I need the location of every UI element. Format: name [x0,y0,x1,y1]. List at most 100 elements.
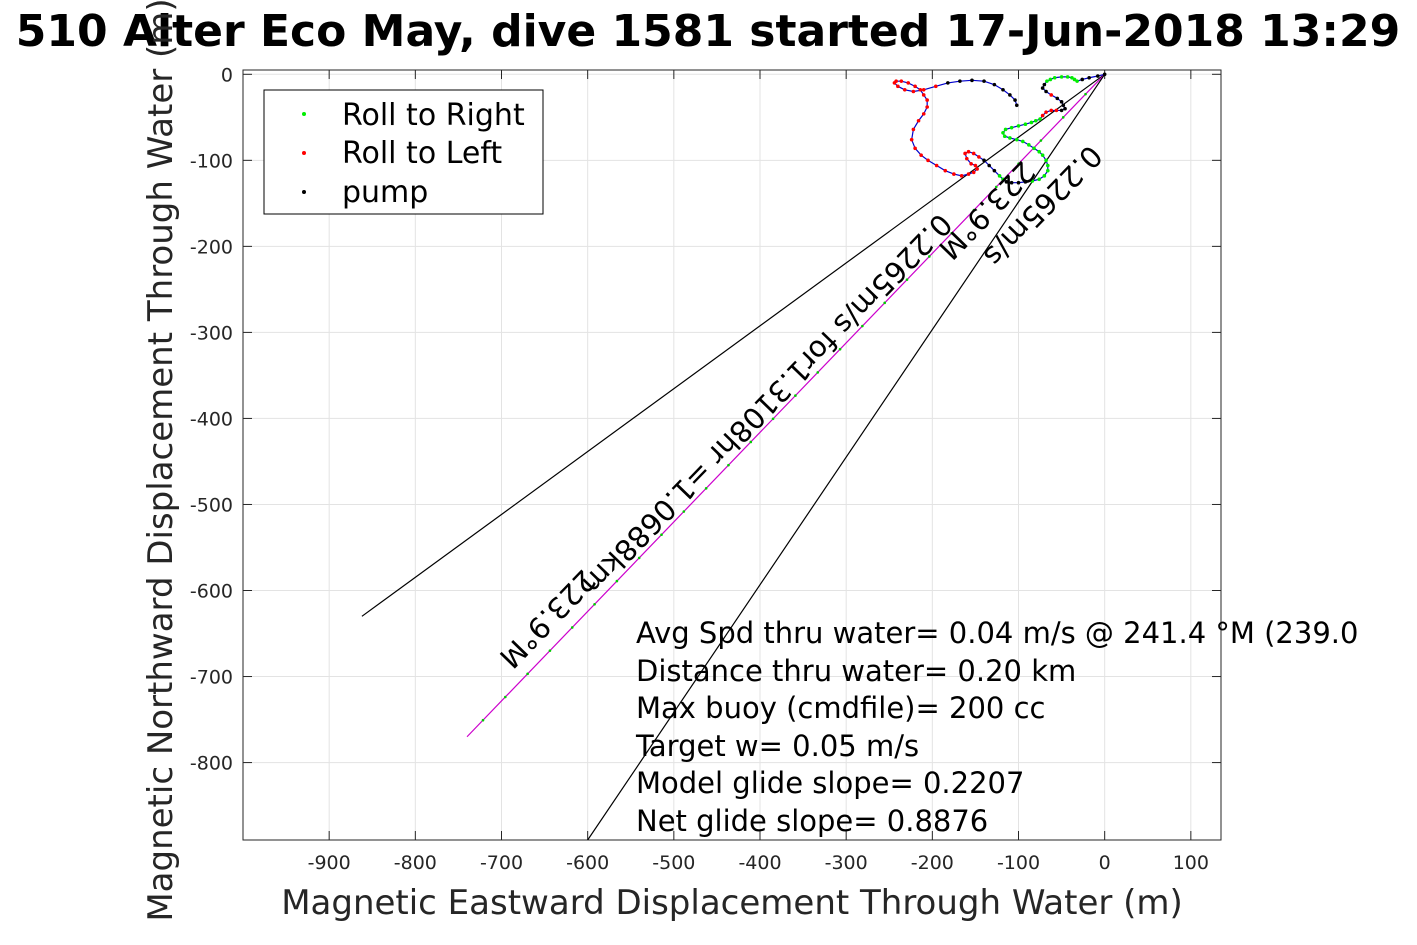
legend-marker-roll-right [302,112,306,116]
bearing-line-1 [466,73,1106,738]
track-point [992,168,997,173]
annotation-distance: Distance thru water= 0.20 km [636,654,1076,688]
bearing-dot [838,347,842,351]
track-point [1044,89,1048,94]
bearing-line-0 [361,73,1106,617]
track-point [1033,118,1038,123]
y-tick-label: -700 [190,667,233,689]
track-point [1102,72,1107,77]
track-point [921,112,926,116]
annotation-block: Avg Spd thru water= 0.04 m/s @ 241.4 °M … [635,616,1358,838]
track-point [926,158,930,163]
track-point [1008,93,1012,97]
track-point [1046,168,1050,173]
track-point [1087,75,1091,80]
track-point [921,93,926,97]
track-point [1059,108,1064,113]
track-point [925,98,929,102]
track-point [1032,146,1036,151]
track-point [918,87,923,92]
bearing-dot [704,487,708,490]
track-point [1059,75,1064,79]
track-point [1016,124,1021,128]
x-tick-label: -600 [566,852,609,874]
y-tick-label: -200 [190,236,233,258]
bearing-dot [816,371,820,374]
track-point [1070,75,1074,80]
track-point [906,81,911,85]
track-point [1009,180,1014,185]
annotation-max-buoy: Max buoy (cmdfile)= 200 cc [636,691,1045,725]
plot-area [361,72,1107,840]
bearing-labels: 223.9°M0.2265m/s for1.3108hr =1.0688km22… [493,139,1109,675]
bearing-dot [727,463,730,467]
track-point [1008,136,1012,140]
track-point [987,163,992,168]
track-point [1046,163,1050,168]
legend-marker-pump [302,190,306,194]
x-tick-label: -400 [738,852,781,874]
x-tick-label: -700 [480,852,523,874]
track-point [1040,86,1045,90]
bearing-dot [481,718,485,722]
track-point [1001,131,1005,135]
track-point [1054,108,1059,113]
track-point [1001,177,1005,182]
legend-box [263,89,544,215]
track-point [973,163,978,168]
x-tick-label: 0 [1099,852,1111,874]
grid [243,70,1221,840]
x-tick-label: -100 [997,852,1040,874]
track-point [1042,82,1047,87]
track-point [969,161,973,166]
track-point [1061,103,1066,108]
bearing-dot [637,556,641,560]
bearing-dot [526,672,529,676]
bearing-dot [503,695,507,699]
track-point [963,151,967,156]
y-tick-label: -600 [190,581,233,603]
track-point [1002,134,1007,139]
track-point [933,84,938,89]
track-point [913,146,917,151]
track-point [925,105,929,109]
bearing-dot [883,301,886,305]
bearing-dot [1061,116,1065,119]
track-point [919,153,923,157]
legend-label-roll-left: Roll to Left [342,136,502,171]
track-point [896,84,900,89]
track-point [1009,125,1014,130]
bearing-label-1: 0.2265m/s for1.3108hr =1.0688km [576,207,959,601]
track-point [943,168,948,173]
bearing-dot [994,185,998,189]
y-tick-label: -300 [190,322,233,344]
y-tick-label: -800 [190,753,233,775]
track-point [977,155,981,159]
track-point [899,79,904,83]
track-point [1059,100,1064,104]
track-point [970,78,974,83]
track-point [1049,108,1054,113]
bearing-dot [771,417,775,421]
track-point [902,87,907,92]
bearing-dot [593,602,596,606]
track-point [1037,149,1041,154]
track-point [1049,93,1054,97]
annotation-model-glide: Model glide slope= 0.2207 [636,766,1024,800]
track-point [1080,77,1085,82]
legend-marker-roll-left [302,151,306,155]
track-point [997,174,1002,178]
y-tick-label: -500 [190,494,233,516]
track-point [1044,110,1048,114]
track-point [921,87,926,92]
track-point [1052,75,1057,80]
track-point [1055,96,1060,101]
legend: Roll to Right Roll to Left pump [263,89,544,215]
track-point [1021,139,1025,144]
track-point [966,149,971,154]
y-tick-label: -100 [190,150,233,172]
bearing-dot [682,510,686,513]
track-point [1004,180,1009,184]
bearing-dot [1084,92,1087,96]
track-point [971,151,976,156]
